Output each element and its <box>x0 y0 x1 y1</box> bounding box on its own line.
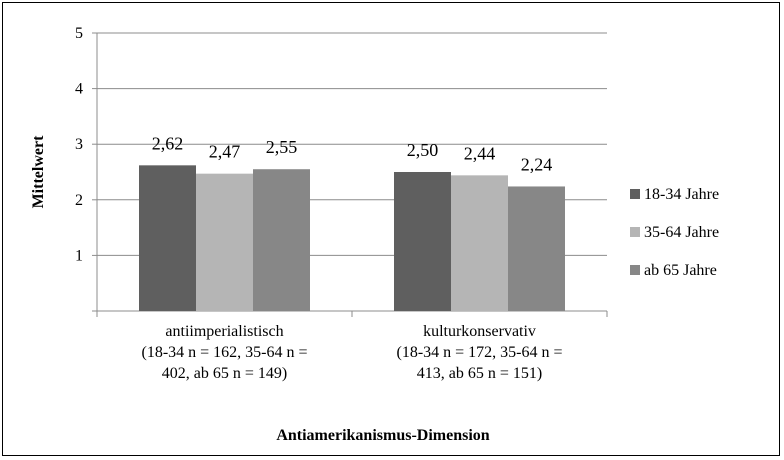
y-tick-label: 2 <box>75 192 83 209</box>
data-label: 2,44 <box>464 143 496 163</box>
legend-swatch <box>630 227 640 237</box>
data-label: 2,50 <box>407 140 439 160</box>
bar <box>253 169 310 311</box>
bar <box>508 186 565 311</box>
x-axis-title: Antiamerikanismus-Dimension <box>276 427 489 444</box>
legend-swatch <box>630 265 640 275</box>
legend-label: 18-34 Jahre <box>644 186 719 203</box>
y-tick-label: 3 <box>75 136 83 153</box>
bar <box>196 174 253 311</box>
data-label: 2,47 <box>209 142 241 162</box>
bar <box>394 172 451 311</box>
x-category-label: antiimperialistisch <box>165 323 283 340</box>
y-tick-label: 5 <box>75 25 83 42</box>
data-label: 2,24 <box>521 154 553 174</box>
bar <box>451 175 508 311</box>
legend-label: 35-64 Jahre <box>644 224 719 241</box>
x-category-label: 402, ab 65 n = 149) <box>162 365 287 382</box>
bar <box>139 165 196 311</box>
data-label: 2,55 <box>266 137 298 157</box>
y-tick-label: 4 <box>75 81 83 98</box>
x-category-label: 413, ab 65 n = 151) <box>417 365 542 382</box>
y-tick-label: 1 <box>75 247 83 264</box>
x-category-label: (18-34 n = 162, 35-64 n = <box>141 344 307 361</box>
data-label: 2,62 <box>152 133 184 153</box>
legend-swatch <box>630 189 640 199</box>
x-category-label: (18-34 n = 172, 35-64 n = <box>396 344 562 361</box>
x-category-label: kulturkonservativ <box>423 323 536 340</box>
y-axis-title: Mittelwert <box>30 135 47 209</box>
legend-label: ab 65 Jahre <box>644 262 717 279</box>
